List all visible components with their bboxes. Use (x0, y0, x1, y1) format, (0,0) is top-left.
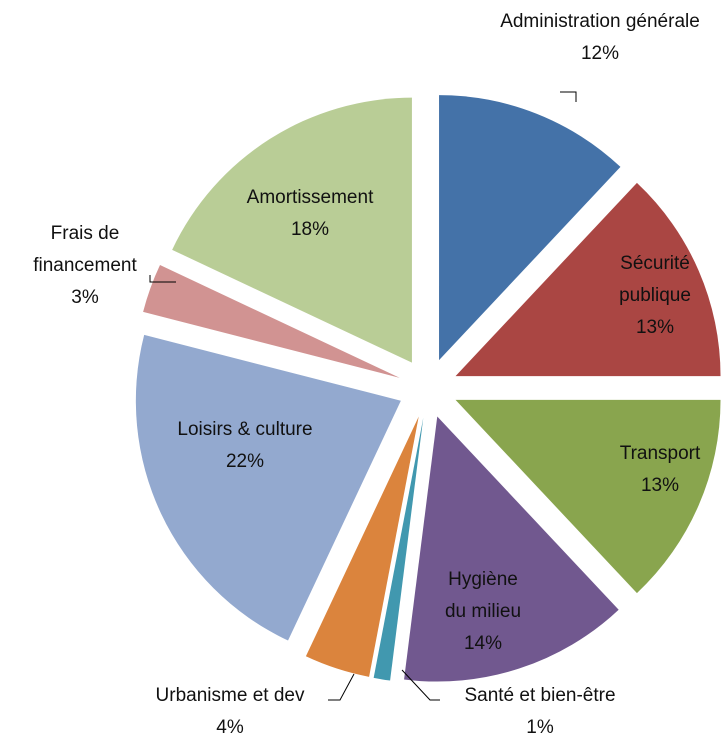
category-label: Frais de financement (33, 223, 137, 276)
pie-slice (455, 399, 721, 594)
value-label: 13% (635, 317, 675, 338)
leader-line (560, 91, 577, 102)
pie-slice (455, 182, 721, 377)
category-label: Amortissement (246, 187, 374, 208)
pie-slice (439, 95, 621, 361)
slice-label: Frais de financement 3% (5, 218, 165, 314)
category-label: Loisirs & culture (177, 419, 313, 440)
slice-label: Administration générale 12% (490, 6, 710, 70)
category-label: Urbanisme et dev (155, 685, 305, 706)
pie-slice (143, 265, 400, 378)
category-label: Administration générale (500, 11, 700, 32)
category-label: Sécurité publique (619, 253, 691, 306)
pie-slice (305, 416, 419, 677)
value-label: 22% (225, 451, 265, 472)
leader-line (149, 275, 176, 283)
slice-label: Santé et bien-être 1% (430, 680, 650, 742)
value-label: 13% (640, 475, 680, 496)
category-label: Hygiène du milieu (444, 569, 522, 622)
slice-label: Sécurité publique 13% (600, 248, 710, 344)
slice-label: Urbanisme et dev 4% (115, 680, 345, 742)
slice-label: Transport 13% (590, 438, 726, 502)
category-label: Santé et bien-être (464, 685, 616, 706)
pie-slice (135, 334, 401, 641)
value-label: 12% (580, 43, 620, 64)
value-label: 18% (290, 219, 330, 240)
category-label: Transport (619, 443, 701, 464)
pie-slice (172, 97, 412, 363)
value-label: 14% (463, 633, 503, 654)
slice-label: Hygiène du milieu 14% (438, 564, 528, 660)
slice-label: Amortissement 18% (200, 182, 420, 246)
pie-slice (373, 417, 424, 681)
leader-line (401, 669, 440, 701)
value-label: 3% (71, 287, 99, 308)
pie-slice (404, 416, 619, 682)
slice-label: Loisirs & culture 22% (135, 414, 355, 478)
value-label: 1% (526, 717, 554, 738)
value-label: 4% (216, 717, 244, 738)
leader-line (328, 673, 355, 701)
